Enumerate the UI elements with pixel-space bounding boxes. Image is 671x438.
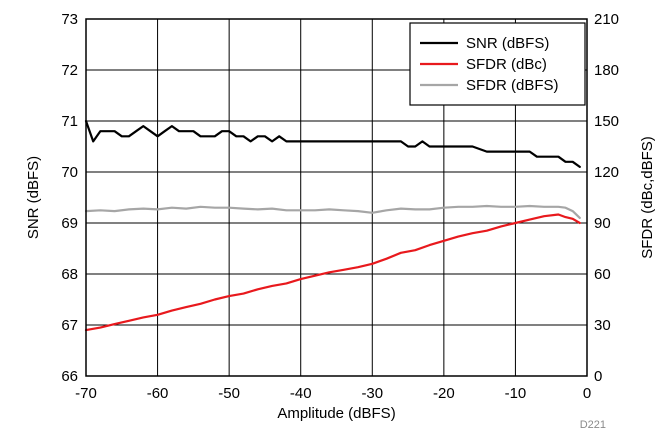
right-tick-label: 120: [594, 164, 619, 181]
right-tick-label: 90: [594, 215, 611, 232]
series-line-1: [84, 213, 581, 332]
x-tick-label: -40: [290, 385, 312, 402]
right-tick-label: 210: [594, 11, 619, 28]
x-tick-label: -60: [147, 385, 169, 402]
x-tick-label: -10: [505, 385, 527, 402]
x-tick-label: -50: [218, 385, 240, 402]
legend: SNR (dBFS) SFDR (dBc) SFDR (dBFS): [409, 22, 586, 106]
left-tick-label: 67: [61, 317, 78, 334]
left-tick-label: 66: [61, 368, 78, 385]
left-tick-label: 69: [61, 215, 78, 232]
legend-label-0: SNR (dBFS): [466, 35, 549, 52]
x-tick-label: -30: [361, 385, 383, 402]
figure-tag: D221: [580, 419, 606, 431]
plot-frame: [85, 18, 588, 377]
right-axis-ticks: 0 30 60 90 120 150 180 210: [594, 11, 619, 385]
right-tick-label: 60: [594, 266, 611, 283]
right-tick-label: 180: [594, 62, 619, 79]
grid: [86, 19, 587, 376]
right-axis-title: SFDR (dBc,dBFS): [639, 136, 656, 259]
series-layer: [84, 119, 581, 332]
right-tick-label: 150: [594, 113, 619, 130]
x-tick-label: 0: [583, 385, 591, 402]
left-tick-label: 71: [61, 113, 78, 130]
legend-label-1: SFDR (dBc): [466, 56, 547, 73]
x-axis-title: Amplitude (dBFS): [277, 405, 395, 422]
x-axis-ticks: -70 -60 -50 -40 -30 -20 -10 0: [75, 385, 591, 402]
left-tick-label: 70: [61, 164, 78, 181]
right-tick-label: 0: [594, 368, 602, 385]
series-line-0: [84, 119, 581, 168]
legend-label-2: SFDR (dBFS): [466, 77, 559, 94]
left-tick-label: 68: [61, 266, 78, 283]
left-axis-title: SNR (dBFS): [25, 156, 42, 239]
x-tick-label: -20: [433, 385, 455, 402]
right-tick-label: 30: [594, 317, 611, 334]
series-line-2: [84, 204, 581, 219]
left-tick-label: 73: [61, 11, 78, 28]
left-axis-ticks: 66 67 68 69 70 71 72 73: [61, 11, 78, 385]
left-tick-label: 72: [61, 62, 78, 79]
x-tick-label: -70: [75, 385, 97, 402]
